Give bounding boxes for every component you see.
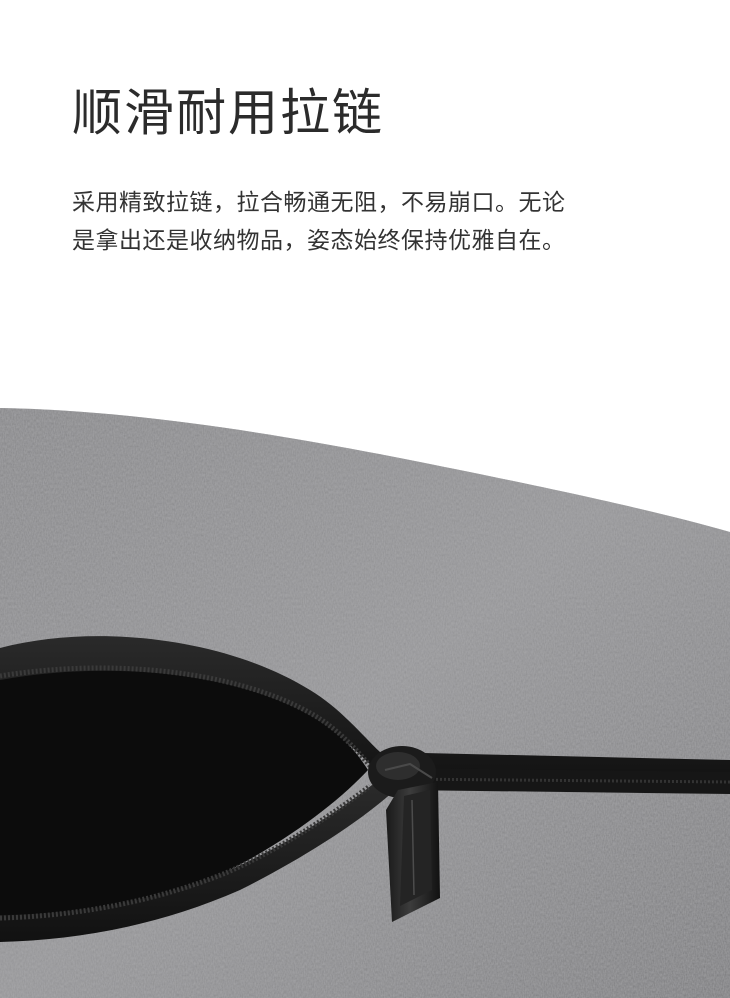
page-title: 顺滑耐用拉链 — [72, 84, 384, 142]
zipper-tape-lower — [0, 785, 395, 942]
description: 采用精致拉链，拉合畅通无阻，不易崩口。无论 是拿出还是收纳物品，姿态始终保持优雅… — [72, 184, 672, 260]
zipper-teeth-upper — [0, 665, 374, 770]
zipper-closed — [395, 768, 730, 794]
description-line-2: 是拿出还是收纳物品，姿态始终保持优雅自在。 — [72, 228, 566, 254]
description-line-1: 采用精致拉链，拉合畅通无阻，不易崩口。无论 — [72, 190, 566, 216]
zipper-tape-upper — [0, 636, 730, 792]
bag-opening — [0, 660, 368, 918]
zipper-teeth-lower — [0, 783, 372, 921]
zipper-pull-icon — [368, 746, 440, 922]
fabric-surface — [0, 408, 730, 998]
